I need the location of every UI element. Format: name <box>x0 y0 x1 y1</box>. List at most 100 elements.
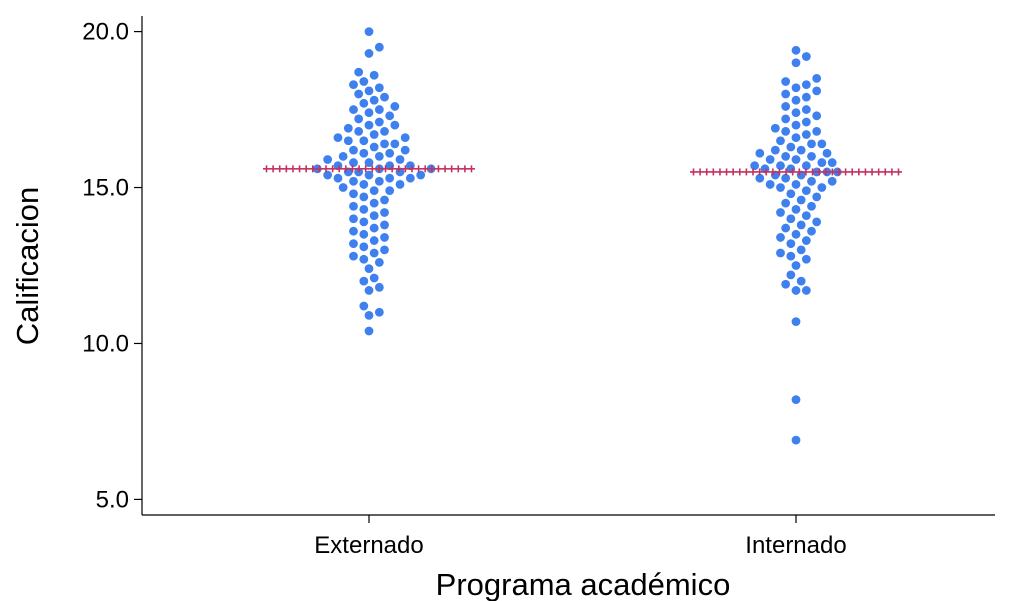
data-point <box>786 251 796 261</box>
data-point <box>791 395 801 405</box>
data-point <box>781 279 791 289</box>
data-point <box>786 270 796 280</box>
mean-marker <box>441 165 449 173</box>
data-point <box>765 180 775 189</box>
mean-marker <box>282 165 290 173</box>
data-point <box>349 214 358 224</box>
mean-marker <box>348 165 356 173</box>
data-point <box>369 70 379 80</box>
mean-marker <box>795 168 803 176</box>
data-point <box>796 145 806 155</box>
mean-marker <box>448 165 456 173</box>
data-point <box>364 311 374 320</box>
mean-marker <box>769 168 777 176</box>
data-point <box>791 180 801 189</box>
mean-markers-group <box>263 165 902 176</box>
mean-marker <box>855 168 863 176</box>
data-point <box>781 173 791 183</box>
data-point <box>801 80 811 90</box>
data-point <box>369 186 379 196</box>
data-point <box>323 170 333 180</box>
mean-marker <box>454 165 462 173</box>
mean-marker <box>289 165 297 173</box>
mean-marker <box>861 168 869 176</box>
mean-marker <box>875 168 883 176</box>
data-point <box>354 89 364 99</box>
data-point <box>343 123 353 133</box>
data-point <box>817 183 827 192</box>
data-point <box>349 226 358 236</box>
data-point <box>781 223 791 233</box>
data-point <box>333 161 343 171</box>
data-point <box>781 114 791 124</box>
data-point <box>755 173 765 183</box>
data-point <box>801 211 811 221</box>
mean-marker <box>315 165 323 173</box>
data-point <box>380 208 389 217</box>
data-point <box>801 254 811 264</box>
data-point <box>369 142 379 152</box>
mean-marker <box>395 165 403 173</box>
data-point <box>385 111 395 121</box>
data-point <box>801 105 811 114</box>
data-point <box>801 130 811 139</box>
data-point <box>333 133 343 143</box>
data-point <box>364 120 374 130</box>
data-point <box>369 130 379 139</box>
data-point <box>395 167 405 177</box>
mean-marker <box>421 165 429 173</box>
mean-marker <box>342 165 350 173</box>
data-point <box>760 164 770 174</box>
data-point <box>776 233 785 242</box>
data-point <box>781 198 791 208</box>
x-axis-title: Programa académico <box>436 567 731 601</box>
mean-marker <box>888 168 896 176</box>
data-point <box>374 151 384 161</box>
data-point <box>359 217 369 227</box>
data-point <box>349 158 358 167</box>
data-point <box>369 95 379 105</box>
data-point <box>354 67 364 77</box>
data-point <box>776 248 785 258</box>
data-point <box>776 208 785 217</box>
data-point <box>817 139 827 149</box>
data-point <box>349 201 358 211</box>
data-point <box>786 189 796 199</box>
mean-marker <box>742 168 750 176</box>
mean-marker <box>408 165 416 173</box>
data-point <box>323 155 333 164</box>
data-point <box>359 204 369 214</box>
mean-marker <box>868 168 876 176</box>
data-point <box>781 89 791 99</box>
mean-marker <box>881 168 889 176</box>
data-point <box>791 204 801 214</box>
data-points-group <box>312 27 842 445</box>
data-point <box>781 126 791 136</box>
data-point <box>801 286 811 295</box>
data-point <box>359 242 369 252</box>
data-point <box>755 148 765 158</box>
data-point <box>807 139 816 149</box>
data-point <box>374 282 384 292</box>
data-point <box>786 239 796 249</box>
data-point <box>801 52 811 61</box>
data-point <box>380 220 389 230</box>
data-point <box>827 176 837 186</box>
mean-marker <box>468 165 475 173</box>
data-point <box>791 435 801 445</box>
data-point <box>359 77 369 86</box>
mean-marker <box>775 168 783 176</box>
mean-marker <box>696 168 704 176</box>
mean-marker <box>375 165 383 173</box>
data-point <box>770 145 780 155</box>
data-point <box>338 151 348 161</box>
mean-marker <box>329 165 337 173</box>
data-point <box>364 264 374 274</box>
mean-marker <box>789 168 797 176</box>
data-point <box>791 120 801 130</box>
data-point <box>791 317 801 327</box>
data-point <box>343 136 353 146</box>
data-point <box>369 223 379 233</box>
data-point <box>796 220 806 230</box>
data-point <box>380 245 389 255</box>
